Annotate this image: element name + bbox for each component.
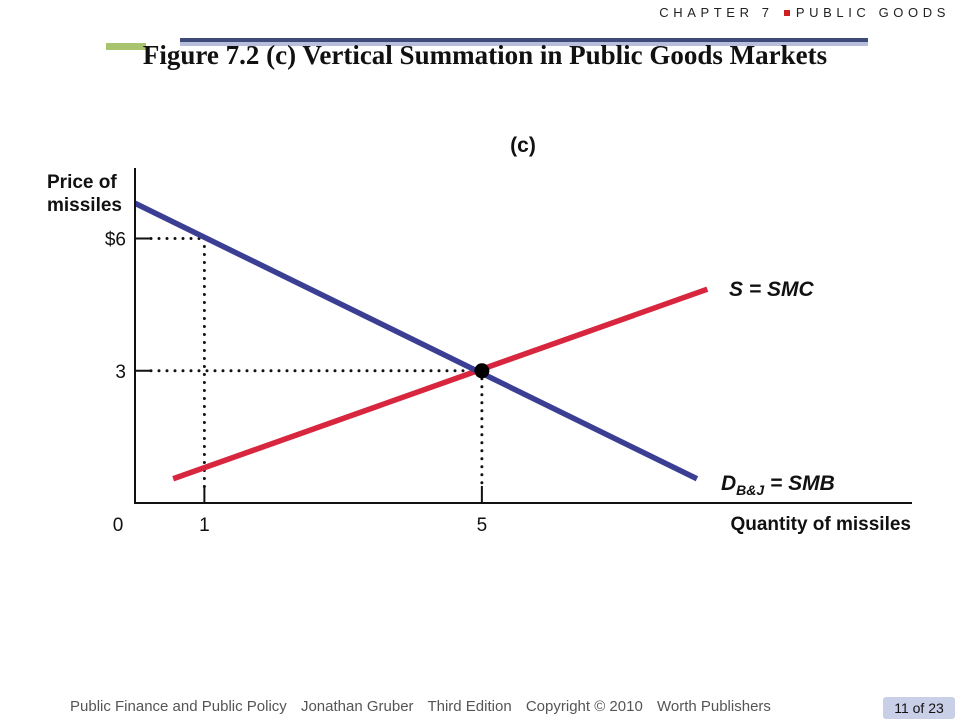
- page-counter: 11 of 23: [883, 697, 955, 719]
- footer-copyright: Copyright © 2010: [525, 698, 643, 715]
- footer: Public Finance and Public Policy Jonatha…: [70, 698, 781, 715]
- demand-label-main: D: [721, 472, 736, 495]
- reference-lines: [149, 237, 484, 489]
- supply-smc-label: S = SMC: [729, 278, 814, 301]
- footer-publisher: Worth Publishers: [656, 698, 771, 715]
- series-lines: [133, 200, 709, 482]
- supply-smc-line: [172, 286, 709, 482]
- y-axis-label-line-2: missiles: [47, 195, 122, 216]
- accent-tab: [106, 43, 146, 50]
- section-label: PUBLIC GOODS: [795, 5, 950, 20]
- axes: [134, 168, 912, 504]
- header-rule: [180, 38, 868, 42]
- origin-label: 0: [113, 515, 124, 536]
- x-tick-label-2: 5: [477, 515, 488, 536]
- chapter-header: CHAPTER 7 PUBLIC GOODS: [659, 5, 950, 20]
- footer-edition: Third Edition: [427, 698, 512, 715]
- slide-title: Figure 7.2 (c) Vertical Summation in Pub…: [142, 40, 828, 70]
- demand-smb-label: DB&J = SMB: [721, 472, 835, 498]
- y-tick-label-2: 3: [115, 362, 126, 383]
- y-axis-label-line-1: Price of: [47, 172, 117, 193]
- equilibrium-point: [474, 363, 490, 379]
- panel-label: (c): [510, 134, 536, 157]
- x-axis-label: Quantity of missiles: [730, 514, 911, 535]
- x-tick-label-1: 1: [199, 515, 210, 536]
- demand-label-rest: = SMB: [764, 472, 835, 495]
- header-rule-shadow: [180, 42, 868, 46]
- y-tick-label-1: $6: [105, 230, 126, 251]
- chapter-label: CHAPTER 7: [659, 5, 774, 20]
- demand-label-subscript: B&J: [736, 482, 765, 498]
- footer-author: Jonathan Gruber: [300, 698, 414, 715]
- bullet-square-icon: [783, 9, 790, 16]
- footer-book: Public Finance and Public Policy: [70, 698, 287, 715]
- demand-smb-line: [133, 200, 699, 482]
